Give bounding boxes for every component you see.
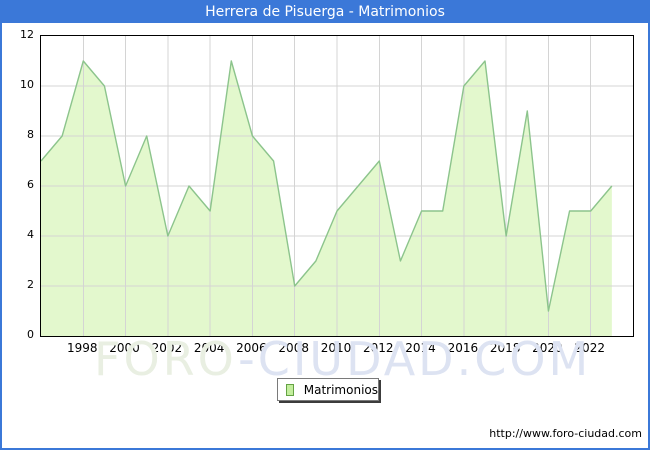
area-chart-svg [41, 36, 633, 336]
x-tick-label: 2022 [574, 341, 605, 355]
title-bar: Herrera de Pisuerga - Matrimonios [2, 2, 648, 23]
footer-url: http://www.foro-ciudad.com [489, 427, 642, 440]
legend-swatch-icon [286, 383, 294, 396]
y-tick-label: 12 [20, 28, 34, 41]
x-tick-label: 2020 [532, 341, 563, 355]
x-tick-label: 2004 [193, 341, 225, 355]
gridlines [41, 36, 633, 336]
y-tick-label: 6 [27, 178, 34, 191]
x-tick-label: 2010 [320, 341, 352, 355]
plot-area [40, 35, 634, 337]
x-tick-label: 2016 [447, 341, 479, 355]
x-tick-label: 2002 [151, 341, 183, 355]
x-tick-label: 2008 [278, 341, 309, 355]
area-fill [41, 61, 612, 336]
x-tick-label: 1998 [67, 341, 98, 355]
data-line [41, 60, 613, 312]
y-tick-label: 10 [20, 78, 34, 91]
legend: Matrimonios [277, 378, 379, 401]
x-tick-label: 2000 [109, 341, 140, 355]
y-tick-label: 2 [27, 278, 34, 291]
legend-label: Matrimonios [303, 382, 378, 397]
x-tick-label: 2018 [489, 341, 521, 355]
x-tick-label: 2014 [405, 341, 436, 355]
x-tick-label: 2012 [363, 341, 394, 355]
y-tick-label: 4 [27, 228, 34, 241]
y-tick-label: 8 [27, 128, 34, 141]
y-tick-label: 0 [27, 328, 34, 341]
x-tick-label: 2006 [236, 341, 267, 355]
chart-title: Herrera de Pisuerga - Matrimonios [205, 4, 445, 20]
